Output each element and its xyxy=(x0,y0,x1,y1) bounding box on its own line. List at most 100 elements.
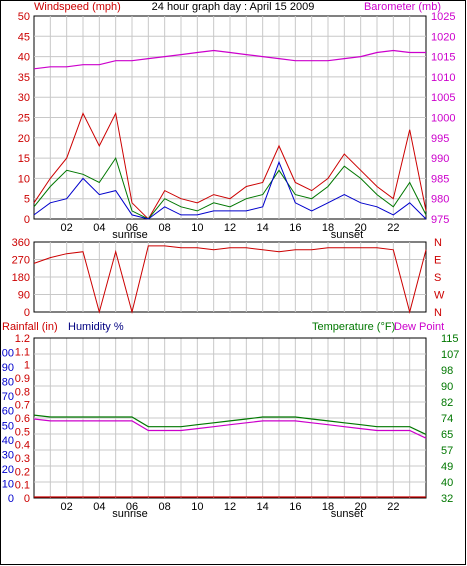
windspeed-tick-label: 40 xyxy=(18,52,30,64)
barometer-tick-label: 980 xyxy=(431,194,449,206)
windspeed-ticks: 0 5 10 15 20 25 30 35 40 45 50 xyxy=(18,11,30,226)
barometer-tick-label: 1000 xyxy=(431,113,455,125)
humidity-axis-title: Humidity % xyxy=(68,321,124,333)
direction-compass-label: N xyxy=(434,307,442,319)
humidity-tick-label: 20 xyxy=(2,464,14,476)
temperature-tick-label: 57 xyxy=(441,445,453,457)
barometer-tick-label: 1010 xyxy=(431,72,455,84)
barometer-line xyxy=(33,49,426,70)
barometer-tick-label: 1025 xyxy=(431,11,455,23)
temperature-tick-label: 40 xyxy=(441,477,453,489)
rainfall-tick-label: 0.8 xyxy=(15,386,30,398)
temperature-tick-label: 82 xyxy=(441,397,453,409)
temperature-tick-label: 65 xyxy=(441,429,453,441)
hour-tick-label: 04 xyxy=(93,501,105,513)
barometer-ticks: 975 980 985 990 995 1000 1005 1010 1015 1020 1025 xyxy=(431,11,455,226)
temp-panel-grid xyxy=(34,338,426,498)
direction-compass-label: N xyxy=(434,237,442,249)
barometer-tick-label: 995 xyxy=(431,133,449,145)
direction-degree-label: 180 xyxy=(12,272,30,284)
barometer-tick-label: 1005 xyxy=(431,92,455,104)
hour-tick-label: 08 xyxy=(159,501,171,513)
humidity-tick-label: 60 xyxy=(2,406,14,418)
humidity-tick-label: 10 xyxy=(2,478,14,490)
hour-tick-label: 02 xyxy=(61,222,73,234)
humidity-tick-label: 30 xyxy=(2,449,14,461)
windspeed-axis-title: Windspeed (mph) xyxy=(34,1,121,13)
dewpoint-line xyxy=(33,418,427,439)
direction-compass-label: W xyxy=(434,290,445,302)
barometer-tick-label: 990 xyxy=(431,153,449,165)
direction-degree-label: 90 xyxy=(18,290,30,302)
direction-panel-grid xyxy=(34,242,426,312)
direction-degree-label: 270 xyxy=(12,255,30,267)
rainfall-tick-label: 0.1 xyxy=(15,480,30,492)
barometer-tick-label: 975 xyxy=(431,214,449,226)
hour-tick-label: 16 xyxy=(289,222,301,234)
temperature-line xyxy=(33,414,427,435)
hour-tick-label: 12 xyxy=(224,501,236,513)
direction-series xyxy=(33,245,427,314)
temperature-ticks: 32 40 49 57 65 74 82 90 98 107 115 xyxy=(441,333,459,505)
temperature-axis-title: Temperature (°F) xyxy=(312,321,395,333)
rainfall-tick-label: 1.2 xyxy=(15,333,30,345)
humidity-ticks: 0 10 20 30 40 50 60 70 80 90 100 xyxy=(0,348,14,505)
windspeed-tick-label: 20 xyxy=(18,133,30,145)
hour-tick-label: 22 xyxy=(387,222,399,234)
hour-tick-label: 14 xyxy=(257,501,269,513)
barometer-tick-label: 1020 xyxy=(431,31,455,43)
temperature-tick-label: 74 xyxy=(441,413,453,425)
hour-tick-label: 02 xyxy=(61,501,73,513)
direction-degree-ticks: 0 90 180 270 360 xyxy=(12,237,30,319)
sunset-label-1: sunset xyxy=(331,229,363,241)
temperature-tick-label: 115 xyxy=(441,333,459,345)
hour-tick-label: 06 xyxy=(126,501,138,513)
humidity-tick-label: 50 xyxy=(2,420,14,432)
temperature-tick-label: 90 xyxy=(441,381,453,393)
rainfall-tick-label: 0.9 xyxy=(15,373,30,385)
temp-humidity-panel: 00.1 0.20.30.4 0.50.60.7 0.80.91 1.11.2 0 10 2… xyxy=(0,333,459,520)
windspeed-tick-label: 15 xyxy=(18,153,30,165)
rainfall-tick-label: 0 xyxy=(24,493,30,505)
rainfall-axis-title: Rainfall (in) xyxy=(2,321,58,333)
hour-tick-label: 20 xyxy=(355,501,367,513)
sunset-label-2: sunset xyxy=(331,508,363,520)
dewpoint-axis-title: Dew Point xyxy=(394,321,444,333)
hour-tick-label: 04 xyxy=(93,222,105,234)
hour-tick-label: 22 xyxy=(387,501,399,513)
humidity-tick-label: 0 xyxy=(8,493,14,505)
rainfall-tick-label: 1.1 xyxy=(15,346,30,358)
hour-tick-label: 14 xyxy=(257,222,269,234)
direction-degree-label: 0 xyxy=(24,307,30,319)
hour-tick-label: 08 xyxy=(159,222,171,234)
barometer-axis-title: Barometer (mb) xyxy=(364,1,441,13)
temp-hour-labels: 02 04 06 08 10 12 14 16 18 20 22 xyxy=(61,501,400,513)
temperature-tick-label: 49 xyxy=(441,461,453,473)
wind-direction-line xyxy=(33,245,427,314)
direction-degree-label: 360 xyxy=(12,237,30,249)
wind-panel-grid xyxy=(34,16,426,219)
sunrise-label-2: sunrise xyxy=(112,508,147,520)
hour-tick-label: 06 xyxy=(126,222,138,234)
wind-hour-labels: 02 04 06 08 10 12 14 16 18 20 22 xyxy=(61,222,400,234)
temperature-tick-label: 107 xyxy=(441,349,459,361)
windspeed-tick-label: 30 xyxy=(18,92,30,104)
hour-tick-label: 10 xyxy=(191,222,203,234)
windspeed-tick-label: 0 xyxy=(24,214,30,226)
hour-tick-label: 12 xyxy=(224,222,236,234)
windspeed-tick-label: 50 xyxy=(18,11,30,23)
humidity-tick-label: 100 xyxy=(0,348,14,360)
rainfall-tick-label: 1 xyxy=(24,360,30,372)
direction-compass-label: S xyxy=(434,272,441,284)
rainfall-ticks: 00.1 0.20.30.4 0.50.60.7 0.80.91 1.11.2 xyxy=(15,333,30,505)
wind-series xyxy=(33,49,427,220)
humidity-tick-label: 90 xyxy=(2,362,14,374)
rainfall-tick-label: 0.2 xyxy=(15,466,30,478)
chart-title: 24 hour graph day : April 15 2009 xyxy=(152,1,315,13)
rainfall-tick-label: 0.4 xyxy=(15,440,30,452)
humidity-tick-label: 40 xyxy=(2,435,14,447)
